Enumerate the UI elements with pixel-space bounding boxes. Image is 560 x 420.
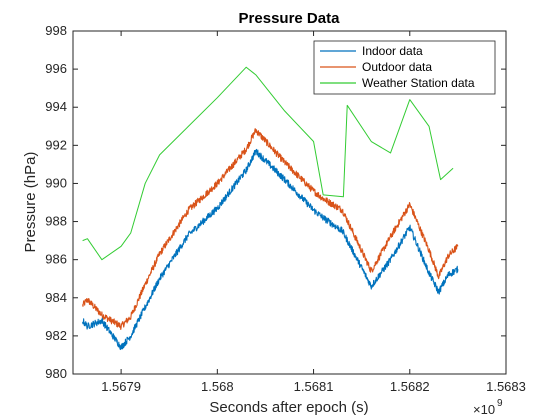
y-tick-label: 988 bbox=[45, 214, 67, 229]
x-exponent-power: 9 bbox=[497, 398, 503, 409]
x-tick-label: 1.5679 bbox=[101, 379, 141, 394]
y-tick-label: 990 bbox=[45, 175, 67, 190]
y-tick-label: 984 bbox=[45, 290, 67, 305]
x-tick-label: 1.5682 bbox=[390, 379, 430, 394]
x-tick-label: 1.5681 bbox=[294, 379, 334, 394]
legend-label: Weather Station data bbox=[362, 76, 475, 90]
x-tick-label: 1.568 bbox=[201, 379, 234, 394]
legend-label: Indoor data bbox=[362, 44, 423, 58]
x-exponent-base: ×10 bbox=[473, 402, 495, 417]
x-axis-label: Seconds after epoch (s) bbox=[209, 399, 368, 416]
chart-title: Pressure Data bbox=[239, 10, 341, 27]
legend: Indoor data Outdoor data Weather Station d… bbox=[314, 41, 495, 94]
y-tick-label: 982 bbox=[45, 328, 67, 343]
y-tick-label: 992 bbox=[45, 137, 67, 152]
y-axis-label: Pressure (hPa) bbox=[22, 152, 39, 253]
y-tick-label: 994 bbox=[45, 99, 67, 114]
x-tick-label: 1.5683 bbox=[486, 379, 526, 394]
y-tick-label: 986 bbox=[45, 252, 67, 267]
y-tick-label: 996 bbox=[45, 61, 67, 76]
y-tick-label: 998 bbox=[45, 23, 67, 38]
legend-label: Outdoor data bbox=[362, 60, 432, 74]
y-tick-label: 980 bbox=[45, 366, 67, 381]
